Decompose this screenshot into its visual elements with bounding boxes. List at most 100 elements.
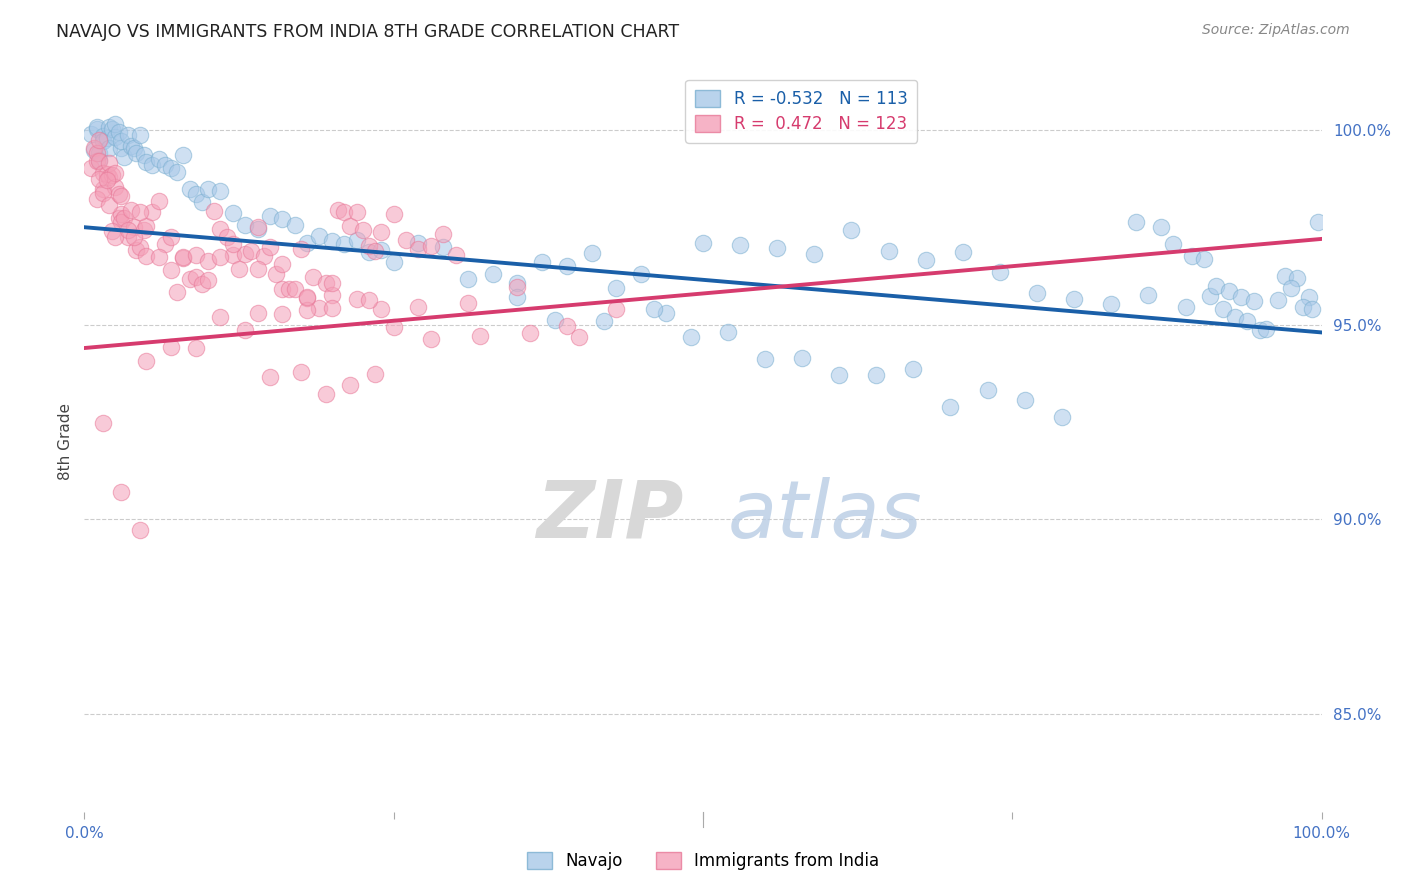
- Point: [86, 146, 108, 161]
- Point: [122, 230, 145, 244]
- Point: [555, 259, 578, 273]
- Point: [98, 140, 121, 154]
- Point: [110, 189, 132, 203]
- Point: [506, 277, 529, 291]
- Point: [408, 300, 430, 314]
- Point: [117, 128, 139, 142]
- Point: [89, 171, 111, 186]
- Point: [184, 187, 207, 202]
- Point: [89, 153, 111, 168]
- Point: [988, 265, 1011, 279]
- Point: [117, 223, 139, 237]
- Point: [129, 523, 152, 537]
- Point: [112, 211, 135, 225]
- Point: [104, 129, 127, 144]
- Point: [89, 153, 111, 168]
- Point: [1243, 294, 1265, 309]
- Point: [246, 306, 269, 320]
- Point: [166, 285, 188, 299]
- Point: [86, 154, 108, 169]
- Point: [1212, 301, 1234, 316]
- Point: [209, 250, 232, 264]
- Point: [315, 387, 337, 401]
- Point: [160, 340, 183, 354]
- Point: [135, 219, 157, 233]
- Point: [83, 141, 105, 155]
- Point: [1014, 392, 1036, 407]
- Point: [295, 290, 318, 304]
- Point: [364, 368, 387, 382]
- Point: [122, 219, 145, 234]
- Point: [104, 117, 127, 131]
- Point: [1050, 410, 1073, 425]
- Point: [129, 128, 152, 142]
- Point: [432, 240, 454, 254]
- Point: [100, 224, 122, 238]
- Point: [346, 234, 368, 248]
- Point: [209, 184, 232, 198]
- Point: [1292, 300, 1315, 314]
- Point: [215, 230, 238, 244]
- Point: [1026, 285, 1049, 300]
- Point: [1285, 271, 1308, 285]
- Point: [184, 269, 207, 284]
- Point: [172, 148, 194, 162]
- Point: [197, 182, 219, 196]
- Point: [253, 249, 276, 263]
- Point: [1099, 297, 1122, 311]
- Point: [117, 230, 139, 244]
- Point: [321, 301, 343, 316]
- Point: [1192, 252, 1215, 267]
- Point: [506, 289, 529, 303]
- Point: [233, 323, 256, 337]
- Point: [125, 146, 148, 161]
- Point: [98, 198, 121, 212]
- Point: [346, 205, 368, 219]
- Point: [148, 250, 170, 264]
- Point: [108, 186, 131, 201]
- Point: [914, 252, 936, 267]
- Point: [1063, 292, 1085, 306]
- Point: [271, 307, 294, 321]
- Point: [841, 222, 863, 236]
- Point: [246, 222, 269, 236]
- Point: [160, 263, 183, 277]
- Point: [605, 281, 627, 295]
- Point: [419, 332, 441, 346]
- Point: [790, 351, 813, 366]
- Point: [264, 267, 287, 281]
- Point: [308, 301, 330, 315]
- Point: [481, 267, 503, 281]
- Point: [630, 268, 652, 282]
- Point: [290, 242, 312, 256]
- Point: [96, 173, 118, 187]
- Point: [1150, 220, 1173, 235]
- Point: [86, 192, 108, 206]
- Point: [91, 181, 114, 195]
- Point: [79, 161, 101, 175]
- Point: [100, 168, 122, 182]
- Point: [903, 362, 925, 376]
- Point: [259, 209, 281, 223]
- Point: [89, 145, 111, 160]
- Point: [1161, 237, 1184, 252]
- Point: [122, 140, 145, 154]
- Point: [209, 310, 232, 324]
- Point: [148, 194, 170, 209]
- Point: [408, 242, 430, 256]
- Point: [1181, 248, 1204, 262]
- Point: [129, 205, 152, 219]
- Point: [1236, 314, 1258, 328]
- Point: [86, 121, 108, 136]
- Point: [1230, 290, 1253, 304]
- Point: [79, 127, 101, 141]
- Point: [233, 247, 256, 261]
- Point: [1137, 288, 1160, 302]
- Point: [179, 272, 201, 286]
- Point: [141, 158, 163, 172]
- Point: [364, 244, 387, 258]
- Point: [271, 281, 294, 295]
- Point: [86, 120, 108, 134]
- Legend: R = -0.532   N = 113, R =  0.472   N = 123: R = -0.532 N = 113, R = 0.472 N = 123: [685, 79, 917, 143]
- Point: [259, 370, 281, 384]
